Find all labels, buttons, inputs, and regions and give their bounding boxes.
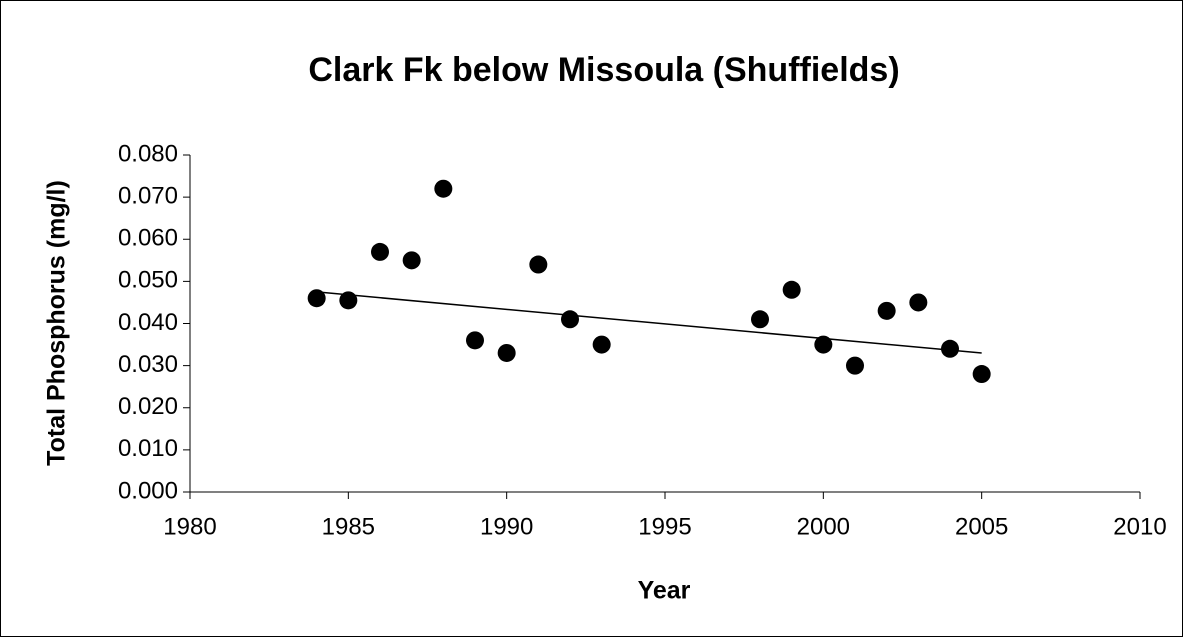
y-tick-label: 0.030 [118, 351, 178, 378]
data-point [307, 289, 326, 308]
y-axis-label: Total Phosphorus (mg/l) [43, 180, 71, 466]
x-tick-label: 2010 [1113, 513, 1166, 540]
y-tick-label: 0.060 [118, 225, 178, 252]
data-point [877, 301, 896, 320]
data-point [529, 255, 548, 274]
data-point [782, 280, 801, 299]
data-point [371, 242, 389, 261]
x-tick-label: 1980 [163, 513, 216, 540]
data-point [846, 356, 864, 375]
data-point [592, 335, 611, 354]
y-tick-label: 0.040 [118, 309, 178, 336]
data-point [434, 179, 453, 198]
data-point [339, 291, 358, 310]
data-point [497, 343, 516, 362]
data-point [402, 251, 421, 270]
y-tick-label: 0.020 [118, 393, 178, 420]
x-axis-label: Year [638, 577, 691, 605]
x-tick-label: 1985 [322, 513, 375, 540]
x-tick-label: 2005 [955, 513, 1008, 540]
data-point [909, 293, 928, 312]
data-point [814, 335, 833, 354]
data-point [751, 310, 769, 329]
chart-title: Clark Fk below Missoula (Shuffields) [308, 51, 899, 89]
x-tick-label: 1995 [638, 513, 691, 540]
data-point [941, 339, 959, 358]
data-point [466, 331, 484, 350]
data-point [561, 310, 579, 329]
x-tick-label: 2000 [797, 513, 850, 540]
x-tick-label: 1990 [480, 513, 533, 540]
y-tick-label: 0.000 [118, 477, 178, 504]
y-tick-label: 0.080 [118, 140, 178, 167]
y-tick-label: 0.050 [118, 267, 178, 294]
y-tick-label: 0.010 [118, 435, 178, 462]
trendline [316, 291, 982, 354]
y-tick-label: 0.070 [118, 182, 178, 209]
data-point [972, 365, 991, 384]
